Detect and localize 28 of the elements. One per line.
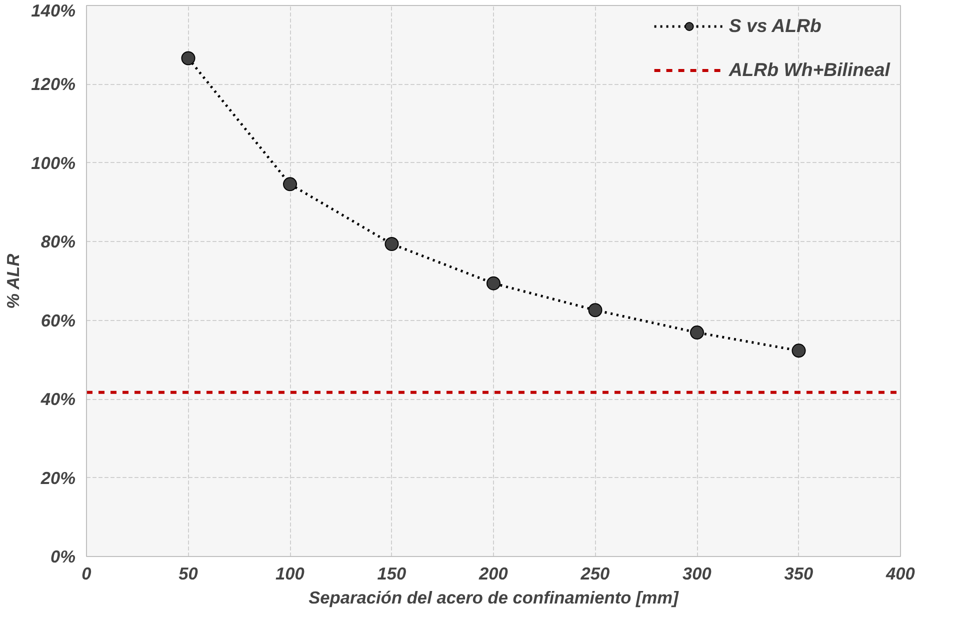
x-tick-label: 350 [784,564,814,584]
x-tick-label: 100 [276,564,305,584]
point [181,51,196,66]
y-tick-label: 20% [40,468,76,488]
y-axis-title: % ALR [3,253,24,309]
x-tick-label: 200 [478,564,508,584]
y-tick-label: 40% [40,389,76,410]
point [588,303,602,318]
y-tick-label: 100% [31,152,76,173]
y-tick-label: 140% [31,0,76,20]
x-tick-label: 250 [580,564,610,584]
legend-label: S vs ALRb [728,15,822,37]
y-tick-label: 0% [50,546,76,566]
x-tick-label: 300 [682,564,712,584]
x-tick-label: 50 [178,564,198,584]
x-tick-label: 400 [885,564,916,584]
x-tick-label: 0 [82,564,92,584]
y-tick-label: 60% [40,310,76,330]
y-tick-label: 80% [40,232,76,252]
legend-label: ALRb Wh+Bilineal [728,59,890,81]
point [486,276,500,290]
point [690,326,704,340]
point [792,344,806,358]
x-tick-label: 150 [377,564,407,584]
point [384,237,399,251]
y-tick-label: 120% [31,74,76,94]
x-axis-title: Separación del acero de confinamiento [mm] [308,588,680,608]
point [283,177,297,192]
